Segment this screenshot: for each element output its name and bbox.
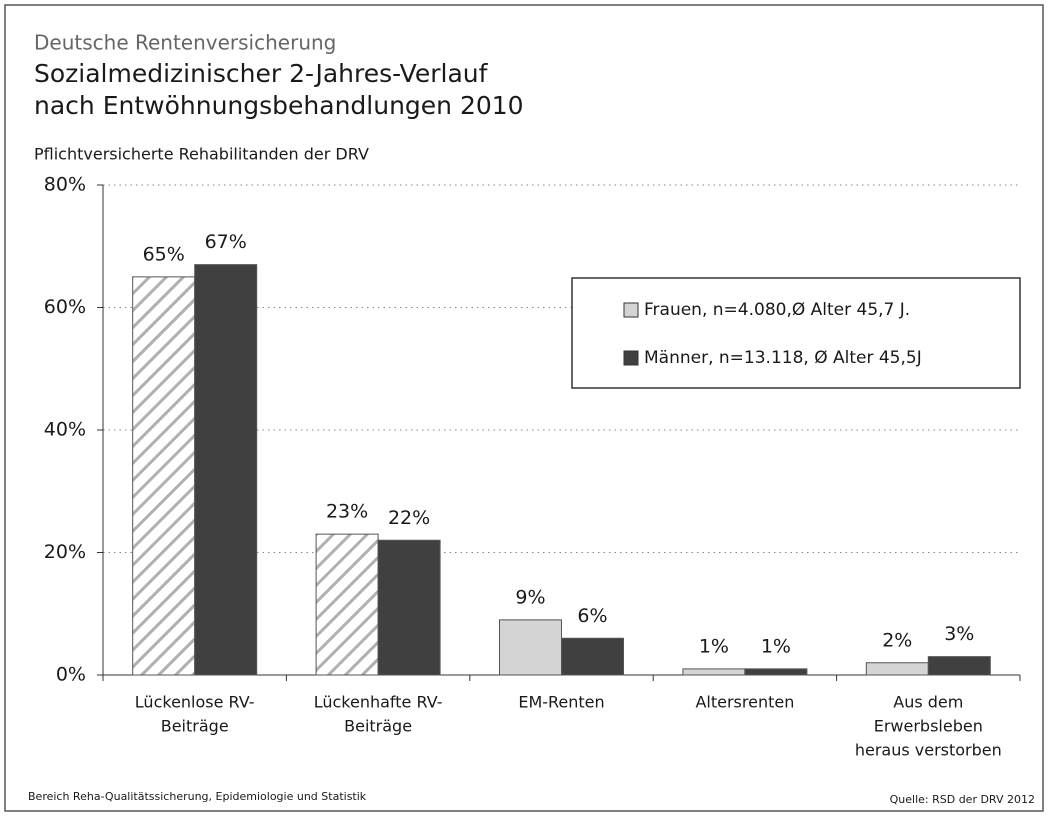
value-label: 67% [205, 231, 247, 253]
frame [4, 4, 1044, 812]
x-tick-label: Lückenhafte RV- [314, 693, 443, 712]
bar [865, 662, 929, 676]
chart-title: nach Entwöhnungsbehandlungen 2010 [34, 91, 524, 120]
footer: Bereich Reha-Qualitätssicherung, Epidemi… [28, 790, 367, 803]
x-tick-label: Altersrenten [695, 693, 794, 712]
header: Deutsche Rentenversicherung [34, 31, 336, 55]
x-tick-label: Beiträge [161, 717, 229, 736]
bar [744, 668, 808, 676]
y-tick-label: 80% [44, 174, 86, 196]
x-tick-label: heraus verstorben [855, 741, 1002, 760]
x-tick-label: Beiträge [344, 717, 412, 736]
legend-swatch [623, 302, 639, 318]
value-label: 23% [326, 501, 368, 523]
bar [927, 656, 991, 676]
bar [194, 264, 258, 676]
chart-title: Sozialmedizinischer 2-Jahres-Verlauf [34, 59, 489, 88]
x-tick-label: Aus dem [893, 693, 963, 712]
value-label: 22% [388, 507, 430, 529]
bar [682, 668, 746, 676]
y-tick-label: 60% [44, 296, 86, 318]
value-label: 3% [944, 623, 974, 645]
value-label: 1% [761, 635, 791, 657]
footer: Quelle: RSD der DRV 2012 [890, 793, 1035, 806]
legend-label: Frauen, n=4.080,Ø Alter 45,7 J. [644, 300, 910, 320]
x-tick-label: EM-Renten [518, 693, 604, 712]
subtitle: Pflichtversicherte Rehabilitanden der DR… [34, 145, 369, 164]
legend-box [571, 277, 1021, 389]
value-label: 9% [515, 586, 545, 608]
x-tick-label: Erwerbsleben [874, 717, 983, 736]
bar [499, 619, 562, 676]
bar [315, 533, 379, 676]
y-tick-label: 20% [44, 541, 86, 563]
bar [561, 637, 624, 676]
value-label: 65% [143, 243, 185, 265]
legend-label: Männer, n=13.118, Ø Alter 45,5J [644, 348, 922, 368]
legend-swatch [623, 350, 639, 366]
bar [377, 539, 441, 676]
y-tick-label: 40% [44, 419, 86, 441]
bar [132, 276, 196, 676]
value-label: 1% [699, 635, 729, 657]
value-label: 6% [577, 605, 607, 627]
x-tick-label: Lückenlose RV- [135, 693, 255, 712]
value-label: 2% [882, 629, 912, 651]
y-tick-label: 0% [56, 664, 86, 686]
